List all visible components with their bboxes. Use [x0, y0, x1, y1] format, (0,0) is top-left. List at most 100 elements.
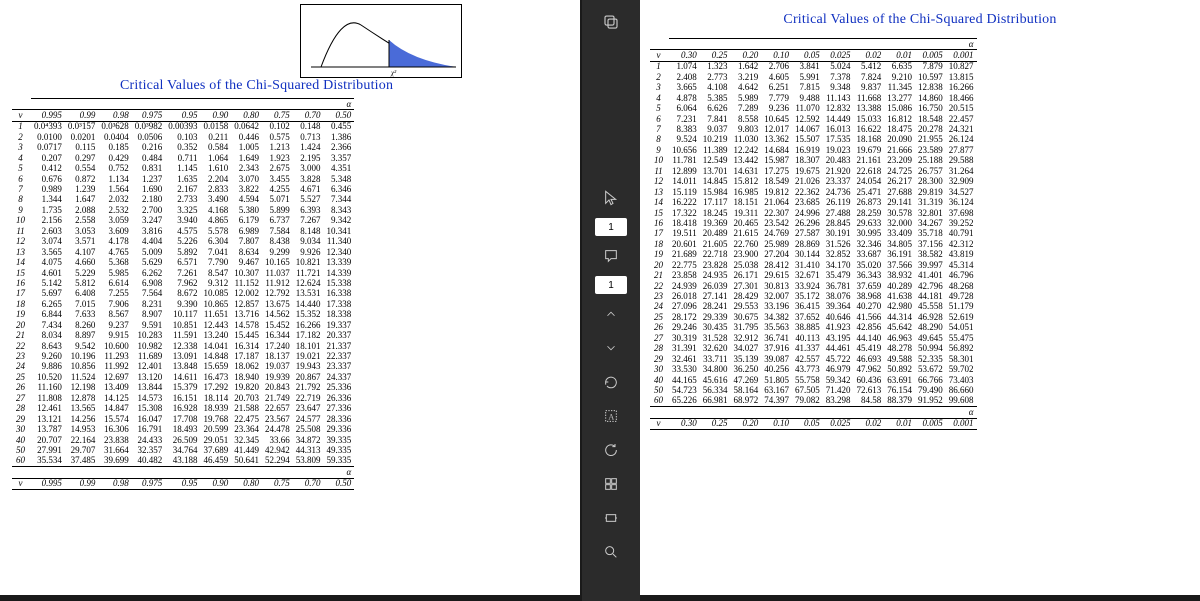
comment-icon[interactable] — [595, 240, 627, 272]
value-cell: 15.574 — [98, 414, 131, 424]
value-cell: 71.420 — [823, 385, 854, 395]
value-cell: 2.204 — [201, 174, 232, 184]
value-cell: 24.054 — [854, 177, 885, 187]
value-cell: 21.064 — [761, 198, 792, 208]
value-cell: 45.419 — [854, 344, 885, 354]
value-cell: 22.618 — [854, 166, 885, 176]
value-cell: 68.972 — [731, 396, 762, 407]
v-cell: 16 — [650, 218, 669, 228]
value-cell: 53.672 — [915, 365, 946, 375]
table-row: 10.0⁴3930.0³1570.0³6280.0³9820.003930.01… — [12, 121, 354, 132]
value-cell: 52.619 — [946, 312, 977, 322]
value-cell: 18.466 — [946, 93, 977, 103]
value-cell: 7.267 — [293, 216, 324, 226]
table-row: 1214.01114.84515.81218.54921.02623.33724… — [650, 177, 977, 187]
value-cell: 0.0³982 — [132, 121, 165, 132]
value-cell: 17.708 — [165, 414, 200, 424]
table-row: 910.65611.38912.24214.68416.91919.02319.… — [650, 145, 977, 155]
value-cell: 39.364 — [823, 302, 854, 312]
value-cell: 21.666 — [884, 145, 915, 155]
value-cell: 4.255 — [262, 185, 293, 195]
value-cell: 26.509 — [165, 435, 200, 445]
chevron-up-icon[interactable] — [595, 298, 627, 330]
value-cell: 44.140 — [854, 333, 885, 343]
table-row: 1011.78112.54913.44215.98718.30720.48321… — [650, 156, 977, 166]
value-cell: 2.700 — [132, 205, 165, 215]
value-cell: 0.103 — [165, 132, 200, 142]
value-cell: 1.213 — [262, 143, 293, 153]
value-cell: 3.565 — [31, 247, 65, 257]
value-cell: 44.165 — [669, 375, 700, 385]
value-cell: 16.266 — [293, 320, 324, 330]
value-cell: 4.865 — [201, 216, 232, 226]
value-cell: 40.270 — [854, 302, 885, 312]
table-row: 50.4120.5540.7520.8311.1451.6102.3432.67… — [12, 164, 354, 174]
value-cell: 5.024 — [823, 61, 854, 72]
value-cell: 9.312 — [201, 278, 232, 288]
value-cell: 19.939 — [262, 372, 293, 382]
table-row: 1719.51120.48921.61524.76927.58730.19130… — [650, 229, 977, 239]
page-badge-1[interactable]: 1 — [595, 218, 627, 236]
value-cell: 15.984 — [700, 187, 731, 197]
value-cell: 63.691 — [884, 375, 915, 385]
value-cell: 26.018 — [669, 292, 700, 302]
value-cell: 0.429 — [98, 153, 131, 163]
value-cell: 24.337 — [324, 372, 355, 382]
value-cell: 41.923 — [823, 323, 854, 333]
rotate-icon[interactable] — [595, 366, 627, 398]
table-row: 67.2317.8418.55810.64512.59214.44915.033… — [650, 114, 977, 124]
value-cell: 48.290 — [915, 323, 946, 333]
value-cell: 1.386 — [324, 132, 355, 142]
value-cell: 37.698 — [946, 208, 977, 218]
col-footer: 0.10 — [761, 418, 792, 429]
value-cell: 43.773 — [792, 365, 823, 375]
value-cell: 20.703 — [231, 393, 262, 403]
fit-icon[interactable] — [595, 502, 627, 534]
value-cell: 7.779 — [761, 93, 792, 103]
value-cell: 26.296 — [792, 218, 823, 228]
table-row: 123.0743.5714.1784.4045.2266.3047.8078.4… — [12, 237, 354, 247]
value-cell: 27.587 — [792, 229, 823, 239]
copy-icon[interactable] — [595, 6, 627, 38]
page-badge-2[interactable]: 1 — [595, 276, 627, 294]
value-cell: 32.912 — [731, 333, 762, 343]
table-row: 5054.72356.33458.16463.16767.50571.42072… — [650, 385, 977, 395]
value-cell: 4.168 — [201, 205, 232, 215]
value-cell: 1.649 — [231, 153, 262, 163]
col-footer: 0.001 — [946, 418, 977, 429]
value-cell: 2.675 — [262, 164, 293, 174]
value-cell: 10.520 — [31, 372, 65, 382]
value-cell: 30.144 — [792, 250, 823, 260]
value-cell: 3.490 — [201, 195, 232, 205]
chevron-down-icon[interactable] — [595, 332, 627, 364]
value-cell: 16.013 — [823, 125, 854, 135]
value-cell: 41.337 — [792, 344, 823, 354]
text-select-icon[interactable]: A — [595, 400, 627, 432]
value-cell: 41.566 — [854, 312, 885, 322]
cursor-icon[interactable] — [595, 182, 627, 214]
v-cell: 27 — [650, 333, 669, 343]
value-cell: 12.624 — [293, 278, 324, 288]
value-cell: 22.362 — [792, 187, 823, 197]
zoom-icon[interactable] — [595, 536, 627, 568]
table-row: 2812.46113.56514.84715.30816.92818.93921… — [12, 404, 354, 414]
value-cell: 45.616 — [700, 375, 731, 385]
col-footer: 0.25 — [700, 418, 731, 429]
value-cell: 12.832 — [823, 104, 854, 114]
v-cell: 60 — [650, 396, 669, 407]
value-cell: 7.378 — [823, 72, 854, 82]
value-cell: 43.819 — [946, 250, 977, 260]
grid-icon[interactable] — [595, 468, 627, 500]
value-cell: 12.443 — [201, 320, 232, 330]
refresh-icon[interactable] — [595, 434, 627, 466]
value-cell: 58.164 — [731, 385, 762, 395]
value-cell: 27.301 — [731, 281, 762, 291]
value-cell: 21.749 — [262, 393, 293, 403]
v-footer: v — [12, 478, 31, 489]
value-cell: 15.086 — [884, 104, 915, 114]
value-cell: 4.594 — [231, 195, 262, 205]
value-cell: 34.872 — [293, 435, 324, 445]
v-cell: 3 — [12, 143, 31, 153]
value-cell: 6.737 — [262, 216, 293, 226]
value-cell: 11.591 — [165, 331, 200, 341]
